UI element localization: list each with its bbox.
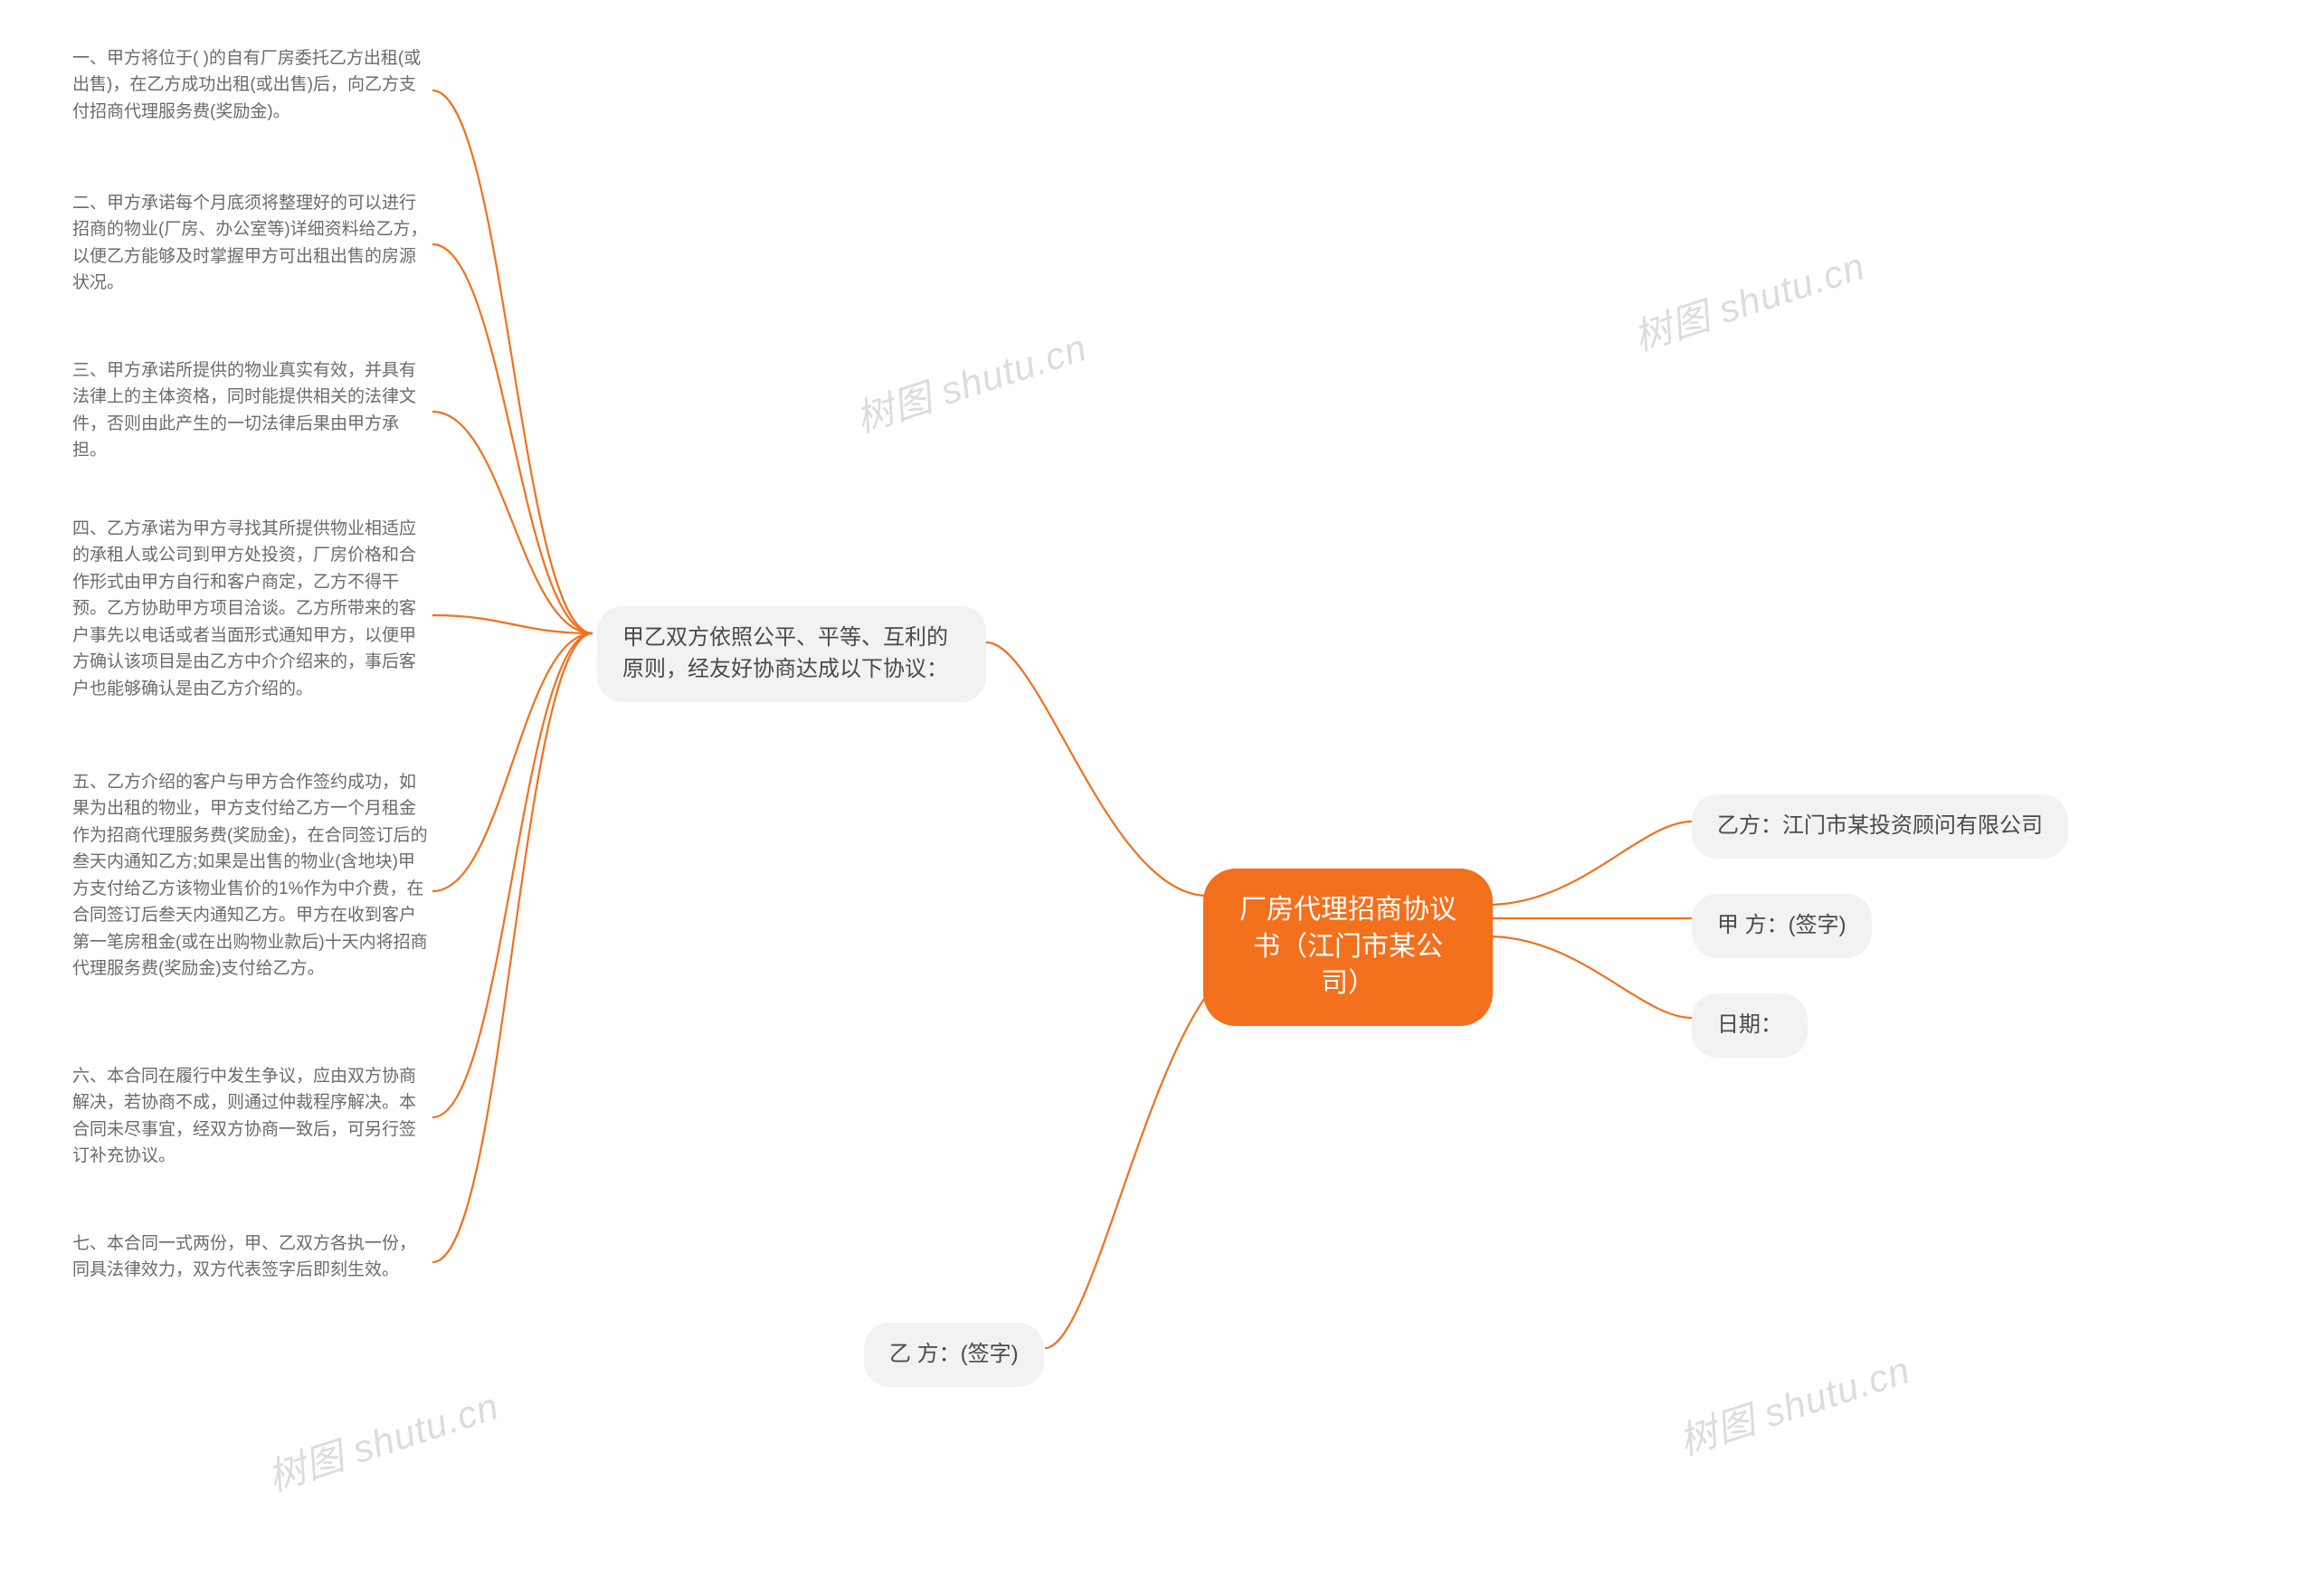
root-node: 厂房代理招商协议书（江门市某公司） (1203, 869, 1493, 1026)
level2-node-1: 一、甲方将位于( )的自有厂房委托乙方出租(或出售)，在乙方成功出租(或出售)后… (72, 45, 430, 125)
watermark: 树图 shutu.cn (1626, 235, 1871, 362)
level2-node-2: 二、甲方承诺每个月底须将整理好的可以进行招商的物业(厂房、办公室等)详细资料给乙… (72, 190, 430, 297)
watermark: 树图 shutu.cn (848, 317, 1093, 443)
level2-node-6: 六、本合同在履行中发生争议，应由双方协商解决，若协商不成，则通过仲裁程序解决。本… (72, 1063, 430, 1170)
level1-node-yi-sign: 乙 方：(签字) (864, 1323, 1044, 1387)
level1-node-jia-sign: 甲 方：(签字) (1692, 894, 1872, 958)
watermark: 树图 shutu.cn (1671, 1339, 1916, 1466)
level1-node-principles: 甲乙双方依照公平、平等、互利的原则，经友好协商达成以下协议： (597, 606, 986, 702)
level2-node-7: 七、本合同一式两份，甲、乙双方各执一份，同具法律效力，双方代表签字后即刻生效。 (72, 1230, 430, 1284)
level2-node-4: 四、乙方承诺为甲方寻找其所提供物业相适应的承租人或公司到甲方处投资，厂房价格和合… (72, 516, 430, 702)
level2-node-3: 三、甲方承诺所提供的物业真实有效，并具有法律上的主体资格，同时能提供相关的法律文… (72, 357, 430, 464)
level1-node-date: 日期： (1692, 993, 1808, 1058)
watermark: 树图 shutu.cn (260, 1375, 505, 1502)
level2-node-5: 五、乙方介绍的客户与甲方合作签约成功，如果为出租的物业，甲方支付给乙方一个月租金… (72, 769, 430, 983)
level1-node-yi-company: 乙方：江门市某投资顾问有限公司 (1692, 794, 2068, 859)
